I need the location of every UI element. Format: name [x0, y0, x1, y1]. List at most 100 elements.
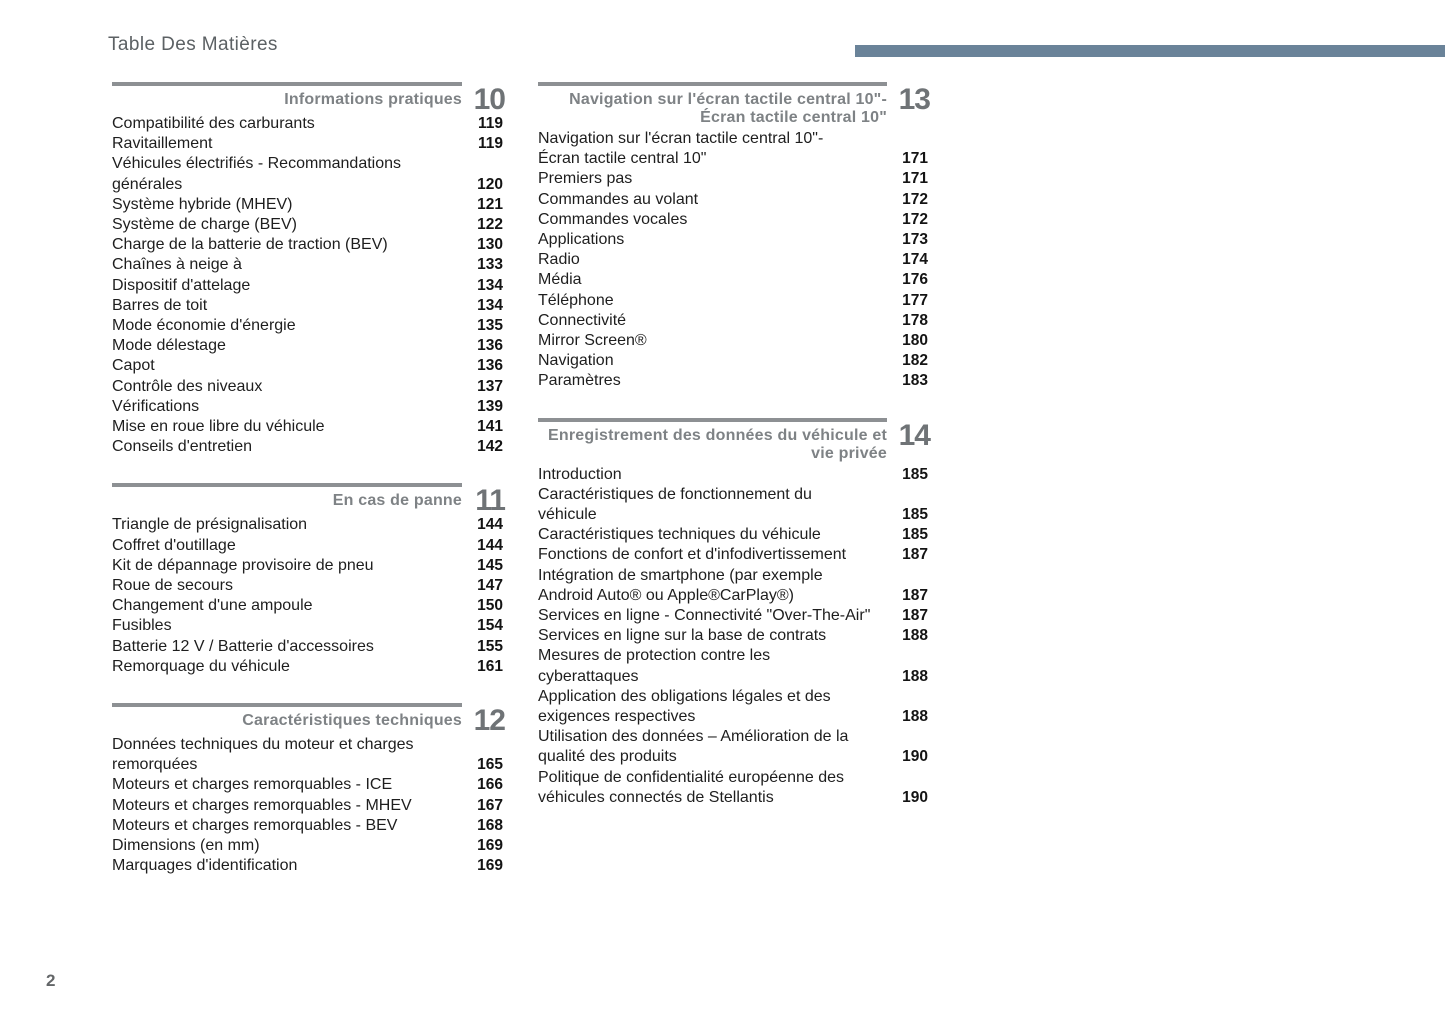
toc-entry-page: 135	[477, 317, 503, 335]
section-header: Navigation sur l'écran tactile central 1…	[538, 83, 931, 127]
toc-entry-page: 120	[477, 175, 503, 193]
toc-entry: Barres de toit 134	[112, 296, 505, 316]
toc-entry: Mode délestage 136	[112, 336, 505, 356]
section-number: 13	[898, 83, 931, 116]
toc-entry: Introduction 185	[538, 465, 930, 485]
accent-bar	[855, 45, 1445, 57]
toc-entry-label: Mise en roue libre du véhicule	[112, 418, 325, 436]
toc-entry: Charge de la batterie de traction (BEV) 1…	[112, 235, 505, 255]
toc-entry-label: Moteurs et charges remorquables - MHEV	[112, 796, 412, 814]
section-header: Informations pratiques 10	[112, 85, 506, 115]
section-entries: Compatibilité des carburants 119 Ravitaill…	[112, 114, 505, 457]
toc-entry-page: 185	[902, 465, 928, 483]
toc-entry-label: Applications	[538, 231, 625, 249]
toc-entry-page: 147	[477, 577, 503, 595]
toc-entry: Remorquage du véhicule 161	[112, 657, 505, 677]
toc-entry-page: 122	[477, 216, 503, 234]
section-rule	[112, 82, 462, 86]
toc-entry-page: 183	[902, 372, 928, 390]
toc-entry-page: 177	[902, 291, 928, 309]
toc-entry-label: Introduction	[538, 465, 622, 483]
toc-entry: Caractéristiques techniques du véhicule 1…	[538, 525, 930, 545]
toc-entry-page: 139	[477, 397, 503, 415]
toc-entry: Services en ligne sur la base de contrat…	[538, 626, 930, 646]
toc-entry: Kit de dépannage provisoire de pneu 145	[112, 556, 505, 576]
toc-entry: Système hybride (MHEV) 121	[112, 195, 505, 215]
toc-entry-label: Changement d'une ampoule	[112, 597, 313, 615]
toc-entry: Moteurs et charges remorquables - MHEV 16…	[112, 796, 505, 816]
toc-entry: Paramètres 183	[538, 371, 930, 391]
toc-entry-page: 180	[902, 332, 928, 350]
toc-entry-label: Navigation	[538, 352, 614, 370]
toc-entry-page: 150	[477, 597, 503, 615]
toc-entry-label: Système hybride (MHEV)	[112, 195, 293, 213]
toc-entry-label: Intégration de smartphone (par exemple A…	[538, 566, 823, 604]
toc-entry-label: Moteurs et charges remorquables - BEV	[112, 816, 398, 834]
toc-entry-page: 133	[477, 256, 503, 274]
section-header: En cas de panne 11	[112, 486, 506, 516]
toc-entry-page: 141	[477, 418, 503, 436]
toc-entry-label: Véhicules électrifiés - Recommandations …	[112, 155, 402, 193]
toc-entry-label: Moteurs et charges remorquables - ICE	[112, 776, 393, 794]
toc-entry-page: 176	[902, 271, 928, 289]
toc-entry: Données techniques du moteur et charges …	[112, 735, 505, 775]
toc-entry-page: 182	[902, 352, 928, 370]
toc-entry: Téléphone 177	[538, 291, 930, 311]
toc-entry-label: Application des obligations légales et d…	[538, 687, 831, 726]
toc-entry-label: Dispositif d'attelage	[112, 276, 251, 294]
section-rule	[538, 417, 887, 422]
toc-entry-page: 174	[902, 251, 928, 269]
toc-entry-label: Fonctions de confort et d'infodivertisse…	[538, 546, 847, 564]
toc-entry-page: 169	[477, 857, 503, 875]
toc-entry-label: Caractéristiques techniques du véhicule	[538, 526, 821, 544]
toc-entry: Intégration de smartphone (par exemple A…	[538, 566, 930, 606]
toc-entry-page: 173	[902, 231, 928, 249]
section-title: Enregistrement des données du véhicule e…	[548, 426, 887, 462]
toc-entry-page: 142	[477, 438, 503, 456]
toc-entry: Politique de confidentialité européenne …	[538, 768, 930, 808]
toc-entry-label: Triangle de présignalisation	[112, 516, 308, 534]
toc-entry-label: Coffret d'outillage	[112, 536, 236, 554]
section-entries: Introduction 185 Caractéristiques de fonct…	[538, 465, 930, 808]
toc-entry-page: 137	[477, 377, 503, 395]
toc-entry: Navigation 182	[538, 351, 930, 371]
toc-column-right: Navigation sur l'écran tactile central 1…	[538, 82, 931, 808]
toc-entry-page: 119	[477, 115, 503, 132]
toc-entry-page: 144	[477, 516, 503, 534]
toc-entry-label: Compatibilité des carburants	[112, 115, 315, 132]
toc-entry: Commandes au volant 172	[538, 190, 930, 210]
toc-entry: Caractéristiques de fonctionnement du vé…	[538, 485, 930, 525]
toc-entry-page: 185	[902, 526, 928, 544]
toc-entry: Véhicules électrifiés - Recommandations …	[112, 154, 505, 194]
toc-entry: Connectivité 178	[538, 311, 930, 331]
toc-entry: Dispositif d'attelage 134	[112, 276, 505, 296]
toc-entry-page: 166	[477, 776, 503, 794]
section-number: 14	[898, 418, 931, 452]
toc-entry-label: Téléphone	[538, 291, 614, 309]
toc-entry-label: Vérifications	[112, 397, 200, 415]
toc-entry-page: 169	[477, 837, 503, 855]
section-rule	[538, 82, 887, 86]
section-rule	[112, 703, 462, 708]
toc-entry: Ravitaillement 119	[112, 134, 505, 154]
section-header: Enregistrement des données du véhicule e…	[538, 418, 931, 463]
section-number: 12	[473, 704, 506, 738]
toc-entry-label: Barres de toit	[112, 296, 208, 314]
section-entries: Navigation sur l'écran tactile central 1…	[538, 129, 930, 392]
toc-entry: Mode économie d'énergie 135	[112, 316, 505, 336]
toc-entry-page: 121	[477, 195, 503, 213]
toc-entry-label: Radio	[538, 251, 580, 269]
toc-entry: Système de charge (BEV) 122	[112, 215, 505, 235]
toc-entry: Coffret d'outillage 144	[112, 536, 505, 556]
toc-entry: Application des obligations légales et d…	[538, 687, 930, 727]
toc-entry-page: 154	[477, 617, 503, 635]
toc-entry-label: Ravitaillement	[112, 135, 213, 153]
toc-entry-label: Mesures de protection contre les cyberat…	[538, 647, 771, 685]
toc-entry: Capot 136	[112, 356, 505, 376]
toc-entry-page: 172	[902, 190, 928, 208]
toc-entry-page: 145	[477, 556, 503, 574]
toc-entry: Triangle de présignalisation 144	[112, 515, 505, 535]
toc-entry-label: Commandes vocales	[538, 210, 688, 228]
toc-entry-label: Charge de la batterie de traction (BEV)	[112, 236, 388, 254]
section-title: En cas de panne	[332, 492, 462, 510]
